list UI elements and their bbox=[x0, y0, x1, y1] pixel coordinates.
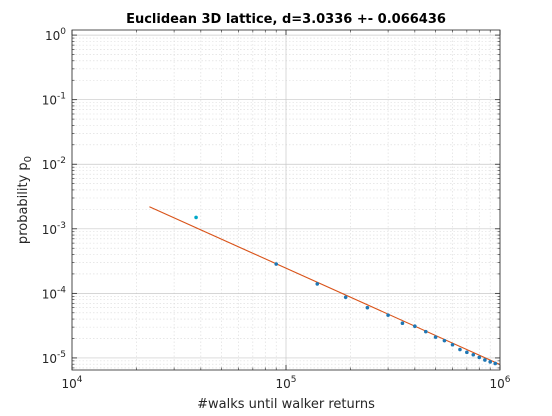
y-tick-label: 100 bbox=[45, 27, 66, 43]
y-tick-exponent: -5 bbox=[57, 350, 66, 360]
data-point bbox=[423, 329, 428, 334]
y-tick-exponent: -2 bbox=[57, 156, 66, 166]
data-point bbox=[413, 324, 417, 328]
y-tick-exponent: -3 bbox=[57, 221, 66, 231]
chart-title: Euclidean 3D lattice, d=3.0336 +- 0.0664… bbox=[126, 12, 446, 27]
data-point bbox=[365, 305, 370, 310]
y-tick-base: 10 bbox=[45, 29, 60, 43]
x-tick-base: 10 bbox=[61, 377, 76, 391]
data-point bbox=[274, 262, 279, 266]
y-tick-label: 10-2 bbox=[42, 156, 66, 172]
data-point bbox=[433, 335, 438, 339]
data-point bbox=[315, 282, 320, 286]
x-tick-base: 10 bbox=[275, 377, 290, 391]
data-point bbox=[386, 313, 390, 317]
fit-line-layer bbox=[149, 206, 501, 366]
x-tick-exponent: 5 bbox=[291, 375, 297, 385]
data-point bbox=[471, 352, 476, 357]
data-point bbox=[488, 360, 493, 364]
points-layer bbox=[194, 215, 498, 366]
x-tick-exponent: 4 bbox=[77, 375, 83, 385]
x-tick-base: 10 bbox=[489, 377, 504, 391]
y-tick-exponent: 0 bbox=[60, 27, 66, 37]
x-tick-labels: 104 105 106 bbox=[61, 375, 510, 391]
y-tick-base: 10 bbox=[42, 287, 57, 301]
data-point bbox=[458, 347, 462, 352]
y-axis-label-text: probability p bbox=[16, 162, 31, 244]
x-tick-label: 104 bbox=[61, 375, 82, 391]
x-tick-label: 105 bbox=[275, 375, 296, 391]
data-point bbox=[493, 361, 498, 366]
y-tick-base: 10 bbox=[42, 352, 57, 366]
y-axis-label-subscript: 0 bbox=[23, 156, 34, 162]
data-point bbox=[400, 321, 405, 325]
data-point bbox=[477, 355, 482, 360]
tick-marks bbox=[71, 30, 501, 370]
data-point bbox=[483, 358, 487, 362]
y-tick-label: 10-5 bbox=[42, 350, 66, 366]
y-tick-label: 10-4 bbox=[42, 285, 67, 301]
data-point bbox=[450, 342, 455, 347]
y-axis-label: probability p0 bbox=[16, 156, 34, 244]
y-tick-exponent: -4 bbox=[57, 285, 66, 295]
x-tick-exponent: 6 bbox=[505, 375, 511, 385]
data-point bbox=[343, 295, 348, 300]
x-axis-label: #walks until walker returns bbox=[197, 397, 375, 412]
x-tick-label: 106 bbox=[489, 375, 510, 391]
data-point bbox=[465, 350, 469, 355]
y-tick-label: 10-3 bbox=[42, 221, 66, 237]
y-tick-base: 10 bbox=[42, 223, 57, 237]
data-point bbox=[194, 215, 198, 220]
y-tick-base: 10 bbox=[42, 94, 57, 108]
y-tick-exponent: -1 bbox=[57, 92, 66, 102]
fit-line bbox=[149, 206, 501, 366]
y-tick-label: 10-1 bbox=[42, 92, 66, 108]
y-tick-base: 10 bbox=[42, 158, 57, 172]
data-point bbox=[442, 338, 447, 343]
